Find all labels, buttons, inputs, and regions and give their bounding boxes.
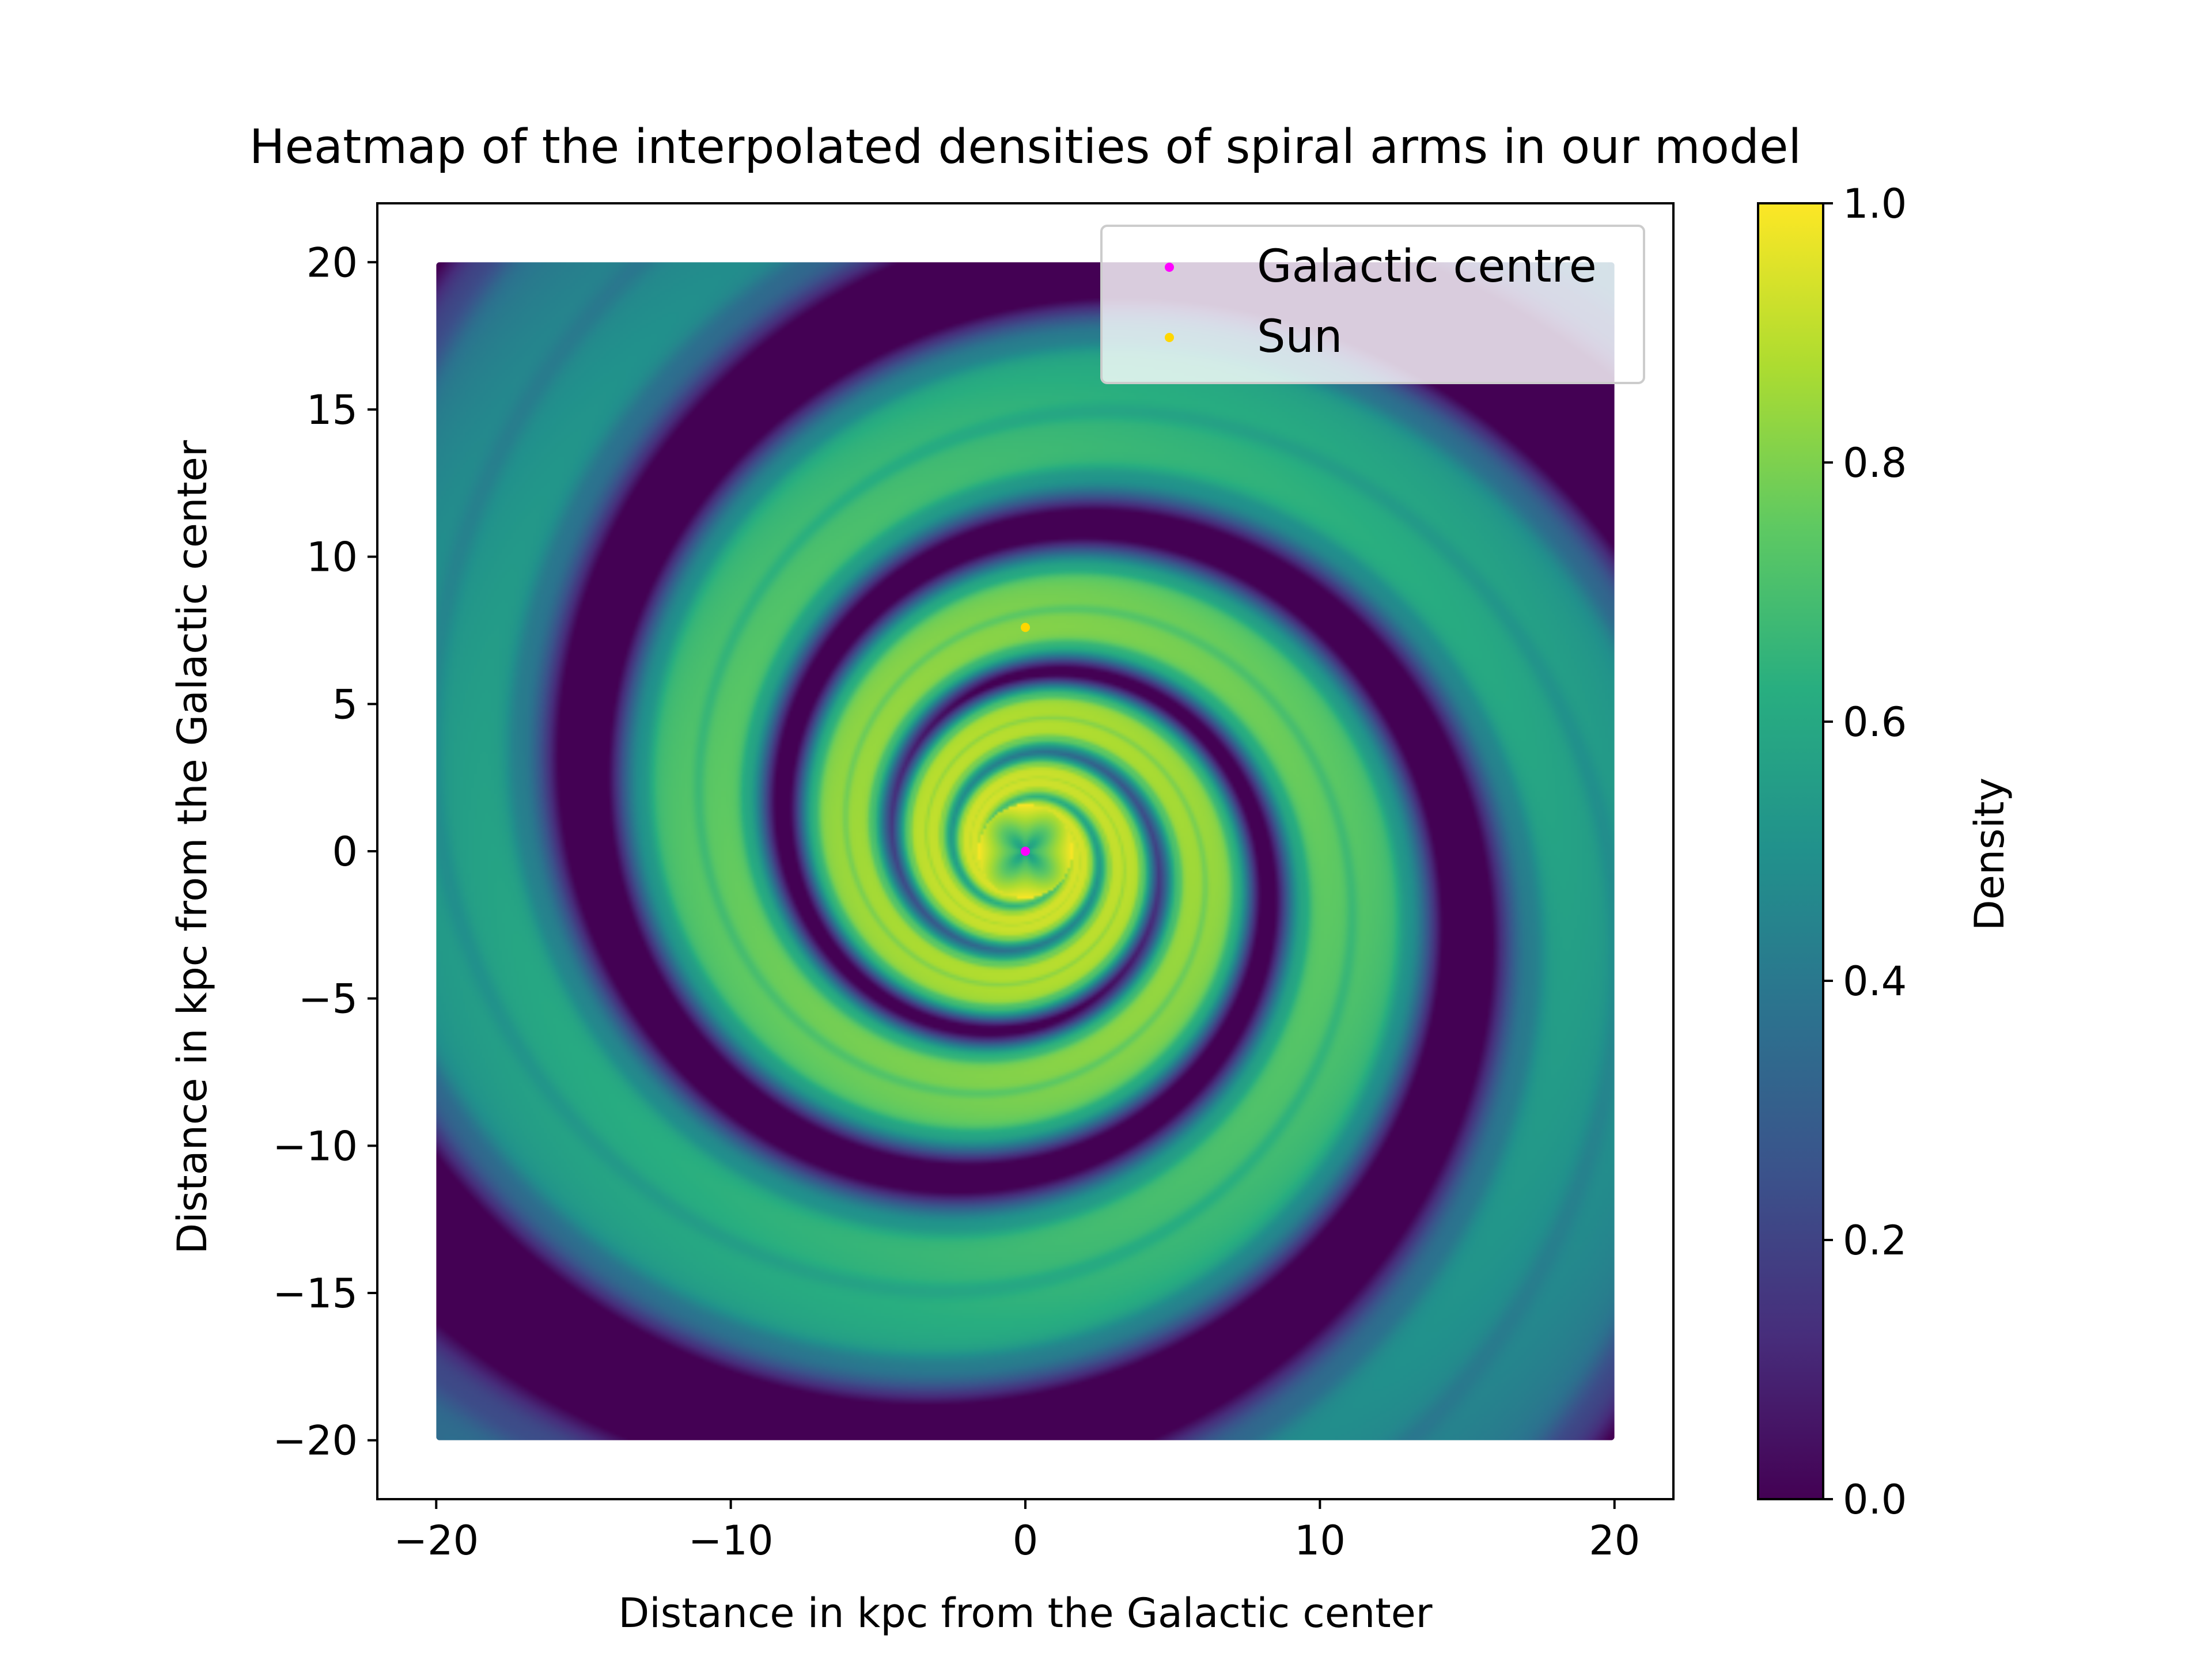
y-tick-label: −15 [272,1270,358,1317]
x-tick-label: 20 [1589,1517,1640,1564]
chart-title: Heatmap of the interpolated densities of… [249,120,1801,175]
x-tick-label: −10 [688,1517,774,1564]
y-tick-label: −10 [272,1122,358,1170]
legend-label: Galactic centre [1257,241,1597,293]
x-tick-label: −20 [393,1517,479,1564]
marker-galactic-centre [1021,847,1030,856]
y-tick-label: 10 [306,534,358,581]
y-tick-label: −5 [298,976,358,1023]
legend-label: Sun [1257,311,1342,363]
colorbar-tick-label: 1.0 [1843,180,1907,227]
y-axis-label: Distance in kpc from the Galactic center [169,440,216,1254]
y-tick-label: 5 [332,681,358,728]
y-tick-label: 15 [306,386,358,434]
x-axis-label: Distance in kpc from the Galactic center [618,1590,1432,1637]
colorbar-tick-label: 0.4 [1843,958,1907,1005]
colorbar-tick-label: 0.2 [1843,1217,1907,1264]
colorbar-label: Density [1966,778,2013,931]
x-tick-label: 10 [1294,1517,1346,1564]
colorbar-tick-label: 0.8 [1843,439,1907,487]
colorbar [1757,202,1824,1500]
marker-sun [1021,623,1030,632]
y-tick-label: 0 [332,828,358,875]
colorbar-tick-label: 0.6 [1843,699,1907,746]
legend-marker [1165,333,1174,342]
legend-box [1100,225,1645,384]
x-tick-label: 0 [1013,1517,1039,1564]
legend-marker [1165,263,1174,272]
y-tick-label: −20 [272,1417,358,1465]
colorbar-tick-label: 0.0 [1843,1476,1907,1523]
y-tick-label: 20 [306,239,358,286]
